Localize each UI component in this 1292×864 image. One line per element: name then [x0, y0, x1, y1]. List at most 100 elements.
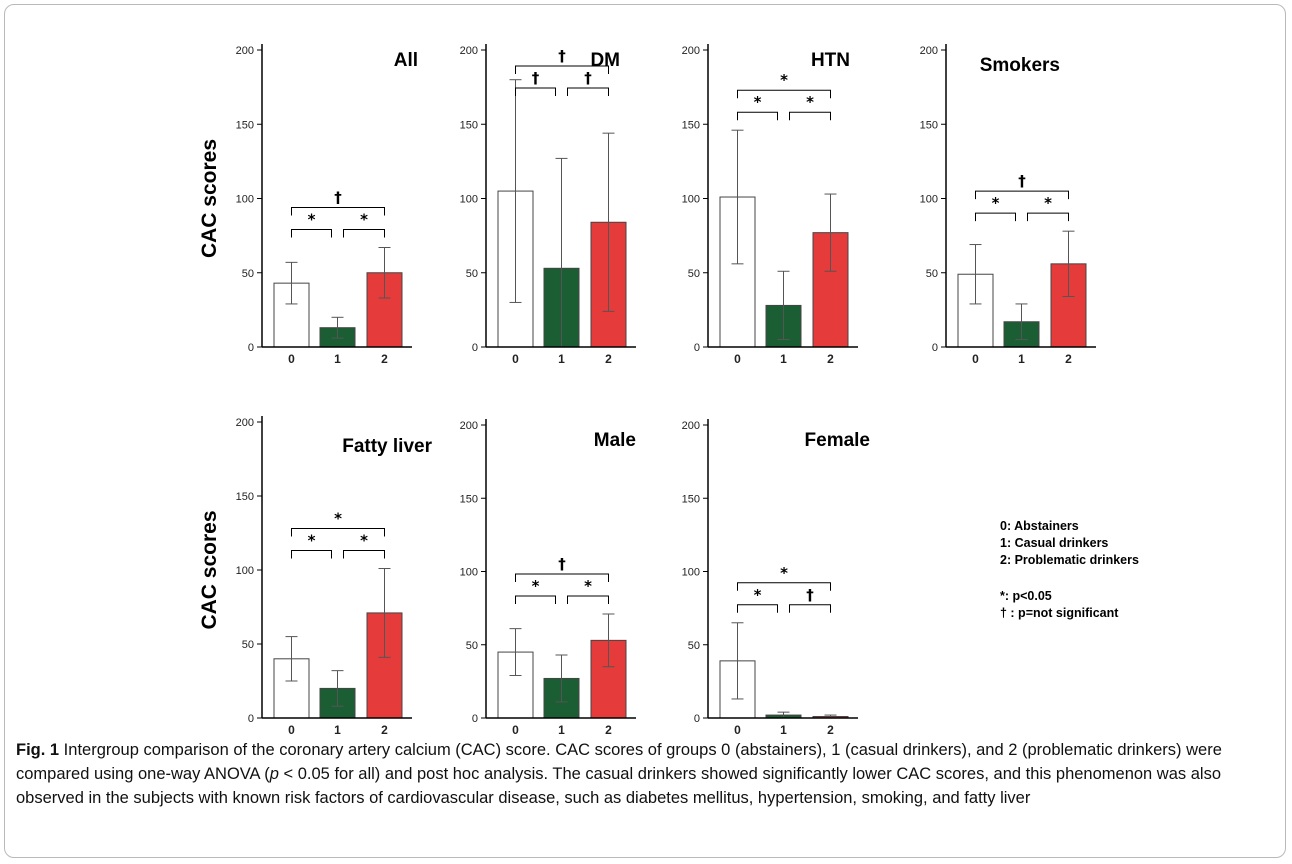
chart-panel-2: 0 50 100 150 200 0 1 2 HTN * * *	[682, 44, 858, 366]
x-tick-label: 1	[334, 723, 341, 735]
significance-label: *	[754, 93, 762, 111]
y-tick-label: 100	[460, 194, 478, 206]
x-tick-label: 2	[605, 352, 612, 366]
x-tick-label: 2	[381, 352, 388, 366]
y-tick-label: 50	[688, 268, 700, 280]
y-tick-label: 100	[460, 567, 478, 579]
caption-p: p	[269, 765, 279, 783]
significance-bracket	[291, 229, 332, 238]
y-tick-label: 150	[236, 491, 254, 503]
y-tick-label: 200	[236, 45, 254, 57]
significance-bracket	[291, 550, 332, 559]
y-tick-label: 200	[920, 45, 938, 57]
y-tick-label: 150	[460, 493, 478, 505]
panel-title: Fatty liver	[342, 436, 432, 457]
significance-bracket	[515, 595, 556, 604]
y-tick-label: 100	[682, 567, 700, 579]
y-tick-label: 50	[688, 640, 700, 652]
x-tick-label: 2	[381, 723, 388, 735]
x-tick-label: 2	[827, 352, 834, 366]
significance-label: †	[334, 189, 342, 207]
legend-group-entry: 2: Problematic drinkers	[1000, 553, 1139, 567]
significance-bracket	[789, 111, 831, 121]
significance-bracket	[515, 573, 609, 582]
significance-bracket	[515, 65, 609, 74]
significance-label: *	[780, 564, 788, 582]
significance-bracket	[567, 595, 609, 604]
x-tick-label: 2	[1065, 352, 1072, 366]
x-tick-label: 0	[288, 723, 295, 735]
y-tick-label: 0	[694, 713, 700, 725]
x-tick-label: 0	[972, 352, 979, 366]
x-tick-label: 1	[780, 352, 787, 366]
x-tick-label: 1	[1018, 352, 1025, 366]
y-tick-label: 0	[248, 342, 254, 354]
panel-title: Male	[594, 430, 636, 451]
y-axis-title: CAC scores	[198, 510, 221, 629]
significance-bracket	[737, 582, 831, 591]
chart-panel-3: 0 50 100 150 200 0 1 2 Smokers * * †	[920, 44, 1096, 366]
y-tick-label: 0	[472, 342, 478, 354]
significance-label: *	[780, 71, 788, 89]
x-tick-label: 1	[558, 352, 565, 366]
significance-bracket	[737, 604, 778, 613]
y-tick-label: 200	[682, 45, 700, 57]
figure-frame	[4, 4, 1286, 858]
y-tick-label: 50	[466, 268, 478, 280]
significance-label: *	[532, 577, 540, 595]
significance-label: †	[558, 47, 566, 65]
significance-label: *	[1044, 194, 1052, 212]
y-tick-label: 200	[236, 417, 254, 429]
x-tick-label: 0	[512, 723, 519, 735]
y-tick-label: 0	[248, 713, 254, 725]
y-tick-label: 100	[920, 194, 938, 206]
legend-significance-entry: *: p<0.05	[1000, 589, 1052, 603]
x-tick-label: 2	[827, 723, 834, 735]
significance-label: *	[308, 211, 316, 229]
significance-label: *	[806, 93, 814, 111]
significance-bracket	[343, 229, 385, 238]
significance-label: †	[584, 69, 592, 87]
y-tick-label: 100	[236, 194, 254, 206]
panel-title: HTN	[811, 50, 850, 71]
x-tick-label: 0	[734, 723, 741, 735]
y-axis-title: CAC scores	[198, 139, 221, 258]
significance-label: †	[1018, 172, 1026, 190]
significance-label: *	[754, 586, 762, 604]
legend: 0: Abstainers 1: Casual drinkers 2: Proble…	[1000, 519, 1139, 620]
y-tick-label: 50	[242, 639, 254, 651]
significance-bracket	[737, 89, 831, 99]
y-tick-label: 150	[682, 493, 700, 505]
legend-group-entry: 0: Abstainers	[1000, 519, 1079, 533]
y-tick-label: 150	[682, 119, 700, 131]
chart-panel-5: 0 50 100 150 200 0 1 2 Male * * †	[460, 419, 636, 735]
significance-label: *	[584, 577, 592, 595]
legend-significance-entry: † : p=not significant	[1000, 606, 1119, 620]
significance-label: †	[558, 555, 566, 573]
x-tick-label: 1	[558, 723, 565, 735]
chart-panel-4: 0 50 100 150 200 0 1 2 Fatty liver CAC scores * * *	[198, 416, 433, 735]
significance-bracket	[975, 190, 1069, 200]
caption-label: Fig. 1	[16, 741, 60, 759]
panel-title: Female	[805, 430, 870, 451]
panel-title: Smokers	[980, 55, 1060, 76]
significance-label: *	[360, 211, 368, 229]
significance-label: †	[806, 586, 814, 604]
y-tick-label: 200	[460, 420, 478, 432]
y-tick-label: 0	[694, 342, 700, 354]
significance-bracket	[1027, 212, 1069, 222]
panel-title: All	[394, 50, 418, 71]
x-tick-label: 0	[512, 352, 519, 366]
legend-group-entry: 1: Casual drinkers	[1000, 536, 1108, 550]
y-tick-label: 150	[920, 119, 938, 131]
significance-bracket	[291, 528, 385, 537]
y-tick-label: 200	[682, 420, 700, 432]
significance-bracket	[343, 550, 385, 559]
significance-bracket	[975, 212, 1016, 222]
figure-caption: Fig. 1 Intergroup comparison of the coro…	[16, 738, 1278, 810]
x-tick-label: 1	[334, 352, 341, 366]
significance-bracket	[291, 207, 385, 216]
significance-label: *	[308, 532, 316, 550]
y-tick-label: 50	[926, 268, 938, 280]
